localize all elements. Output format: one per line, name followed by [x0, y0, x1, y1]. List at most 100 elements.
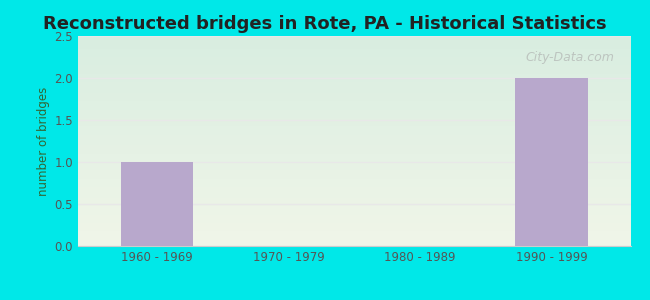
- Bar: [78, 93, 630, 95]
- Bar: [78, 53, 630, 55]
- Bar: [78, 137, 630, 139]
- Bar: [78, 208, 630, 210]
- Bar: [78, 97, 630, 99]
- Bar: [78, 72, 630, 74]
- Bar: [78, 191, 630, 194]
- Bar: [78, 91, 630, 93]
- Bar: [78, 168, 630, 170]
- Bar: [78, 177, 630, 179]
- Bar: [121, 162, 193, 246]
- Bar: [78, 112, 630, 114]
- Bar: [78, 46, 630, 49]
- Bar: [78, 225, 630, 227]
- Bar: [78, 227, 630, 229]
- Bar: [78, 59, 630, 61]
- Bar: [78, 206, 630, 208]
- Bar: [78, 179, 630, 181]
- Bar: [78, 68, 630, 70]
- Bar: [78, 55, 630, 57]
- Bar: [78, 164, 630, 166]
- Bar: [78, 84, 630, 86]
- Bar: [78, 80, 630, 82]
- Bar: [78, 244, 630, 246]
- Bar: [78, 240, 630, 242]
- Bar: [78, 124, 630, 126]
- Bar: [78, 145, 630, 147]
- Bar: [78, 51, 630, 53]
- Bar: [78, 76, 630, 78]
- Bar: [78, 166, 630, 168]
- Bar: [78, 143, 630, 145]
- Bar: [78, 40, 630, 42]
- Bar: [78, 210, 630, 212]
- Bar: [78, 196, 630, 198]
- Bar: [78, 118, 630, 120]
- Bar: [78, 122, 630, 124]
- Bar: [78, 135, 630, 137]
- Bar: [78, 217, 630, 219]
- Bar: [78, 110, 630, 112]
- Bar: [78, 147, 630, 149]
- Bar: [78, 181, 630, 183]
- Bar: [78, 221, 630, 223]
- Bar: [78, 78, 630, 80]
- Bar: [515, 78, 588, 246]
- Bar: [78, 120, 630, 122]
- Bar: [78, 170, 630, 172]
- Bar: [78, 242, 630, 244]
- Bar: [78, 223, 630, 225]
- Bar: [78, 204, 630, 206]
- Bar: [78, 189, 630, 191]
- Bar: [78, 105, 630, 107]
- Bar: [78, 212, 630, 214]
- Bar: [78, 42, 630, 44]
- Bar: [78, 61, 630, 63]
- Bar: [78, 49, 630, 51]
- Bar: [78, 128, 630, 130]
- Bar: [78, 156, 630, 158]
- Bar: [78, 219, 630, 221]
- Bar: [78, 154, 630, 156]
- Bar: [78, 107, 630, 110]
- Bar: [78, 130, 630, 133]
- Bar: [78, 88, 630, 91]
- Bar: [78, 158, 630, 160]
- Bar: [78, 86, 630, 88]
- Bar: [78, 187, 630, 189]
- Bar: [78, 162, 630, 164]
- Bar: [78, 65, 630, 68]
- Bar: [78, 236, 630, 238]
- Text: City-Data.com: City-Data.com: [525, 51, 614, 64]
- Bar: [78, 103, 630, 105]
- Bar: [78, 126, 630, 128]
- Bar: [78, 114, 630, 116]
- Bar: [78, 152, 630, 154]
- Bar: [78, 202, 630, 204]
- Bar: [78, 229, 630, 231]
- Bar: [78, 175, 630, 177]
- Bar: [78, 116, 630, 118]
- Bar: [78, 185, 630, 187]
- Bar: [78, 141, 630, 143]
- Bar: [78, 139, 630, 141]
- Bar: [78, 38, 630, 40]
- Bar: [78, 70, 630, 72]
- Bar: [78, 160, 630, 162]
- Bar: [78, 74, 630, 76]
- Bar: [78, 233, 630, 236]
- Bar: [78, 99, 630, 101]
- Bar: [78, 214, 630, 217]
- Bar: [78, 183, 630, 185]
- Bar: [78, 63, 630, 65]
- Bar: [78, 172, 630, 175]
- Bar: [78, 238, 630, 240]
- Bar: [78, 95, 630, 97]
- Bar: [78, 82, 630, 84]
- Bar: [78, 200, 630, 202]
- Bar: [78, 149, 630, 152]
- Text: Reconstructed bridges in Rote, PA - Historical Statistics: Reconstructed bridges in Rote, PA - Hist…: [43, 15, 607, 33]
- Bar: [78, 101, 630, 103]
- Bar: [78, 36, 630, 38]
- Bar: [78, 194, 630, 196]
- Y-axis label: number of bridges: number of bridges: [37, 86, 50, 196]
